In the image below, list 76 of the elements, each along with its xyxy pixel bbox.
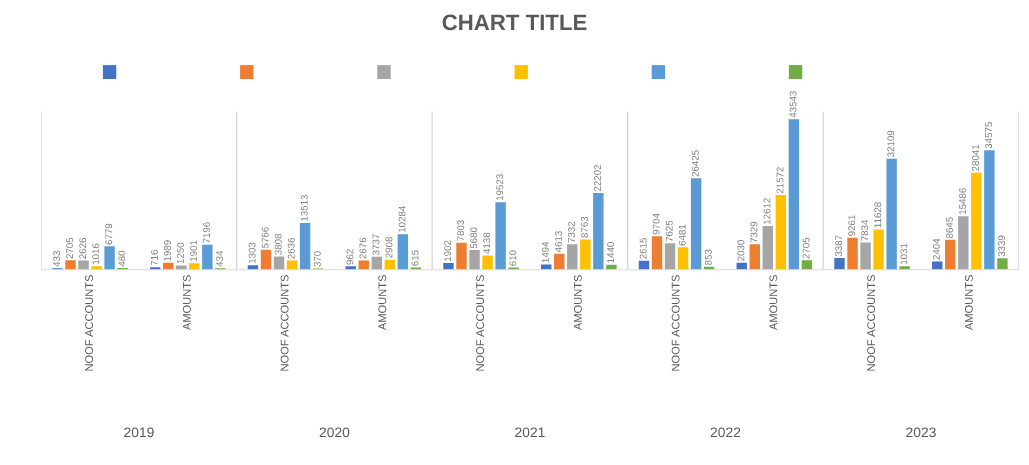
data-label: 19523 (496, 174, 504, 201)
data-label: 15486 (959, 188, 966, 215)
data-label: 3339 (998, 235, 1006, 257)
x-tick-label: AMOUNTS (573, 275, 582, 331)
data-label: 2705 (66, 237, 74, 259)
data-label: 716 (150, 250, 158, 266)
data-label: 34575 (985, 122, 992, 149)
data-label: 4138 (483, 232, 491, 254)
x-tick-label: AMOUNTS (769, 275, 778, 331)
x-tick-label: NOOF ACCOUNTS (671, 275, 680, 371)
data-label: 5766 (261, 227, 269, 248)
data-label: 6779 (105, 223, 113, 245)
data-label: 962 (346, 249, 354, 265)
text: 2020 (319, 427, 350, 438)
chart-title: CHART TITLE (442, 14, 587, 31)
data-label: 9261 (848, 215, 856, 236)
data-label: 1016 (92, 243, 100, 265)
data-label: 1494 (541, 241, 549, 263)
x-tick-label: AMOUNTS (182, 275, 191, 331)
data-label: 2030 (737, 240, 745, 261)
data-label: 22202 (594, 164, 601, 192)
data-label: 7834 (861, 219, 869, 241)
data-label: 28041 (972, 144, 979, 171)
text: 2019 (124, 427, 154, 438)
data-label: 7332 (568, 221, 575, 243)
data-label: 10284 (398, 206, 406, 233)
x-tick-label: NOOF ACCOUNTS (280, 275, 289, 371)
data-label: 9704 (652, 213, 660, 235)
data-label: 1031 (900, 243, 908, 264)
data-label: 43543 (789, 91, 797, 118)
text: 2021 (515, 427, 545, 438)
data-label: 2676 (359, 237, 367, 259)
data-label: 853 (704, 249, 712, 265)
data-label: 1440 (607, 242, 615, 263)
x-tick-label: AMOUNTS (378, 275, 387, 331)
data-label: 1303 (248, 242, 256, 264)
data-label: 32109 (887, 130, 895, 157)
data-label: 370 (313, 251, 321, 267)
data-label: 1989 (163, 240, 171, 261)
data-label: 2705 (802, 237, 810, 259)
data-label: 2908 (385, 237, 393, 258)
x-tick-label: NOOF ACCOUNTS (85, 275, 94, 371)
text: 2023 (906, 427, 936, 438)
data-label: 11628 (874, 202, 882, 228)
data-label: 8645 (946, 217, 953, 238)
data-label: 1901 (190, 240, 197, 261)
text: 2022 (710, 427, 741, 438)
data-label: 13513 (300, 194, 308, 221)
data-label: 21572 (776, 167, 784, 194)
data-label: 2636 (287, 238, 295, 259)
data-label: 8763 (581, 216, 588, 238)
data-label: 3808 (274, 233, 282, 255)
data-label: 7196 (203, 222, 210, 243)
x-tick-label: NOOF ACCOUNTS (867, 275, 876, 371)
data-label: 434 (216, 250, 223, 267)
data-label: 12612 (763, 198, 771, 224)
data-label: 5680 (470, 227, 478, 249)
data-label: 615 (411, 250, 419, 266)
data-label: 433 (53, 251, 61, 267)
x-tick-label: AMOUNTS (964, 275, 973, 331)
data-label: 7803 (457, 220, 465, 241)
data-label: 3737 (372, 234, 380, 256)
data-label: 1250 (177, 242, 184, 264)
data-label: 1902 (444, 240, 452, 261)
data-label: 4613 (554, 231, 562, 253)
data-label: 7625 (665, 220, 673, 242)
x-tick-label: NOOF ACCOUNTS (476, 275, 485, 371)
data-label: 26425 (691, 150, 699, 177)
data-label: 610 (509, 250, 517, 266)
data-label: 7329 (750, 221, 758, 243)
data-label: 2404 (932, 238, 940, 260)
data-label: 2626 (79, 238, 87, 259)
data-label: 6481 (678, 224, 686, 246)
data-label: 3387 (835, 235, 843, 257)
data-label: 480 (118, 250, 126, 267)
data-label: 2615 (639, 238, 647, 259)
